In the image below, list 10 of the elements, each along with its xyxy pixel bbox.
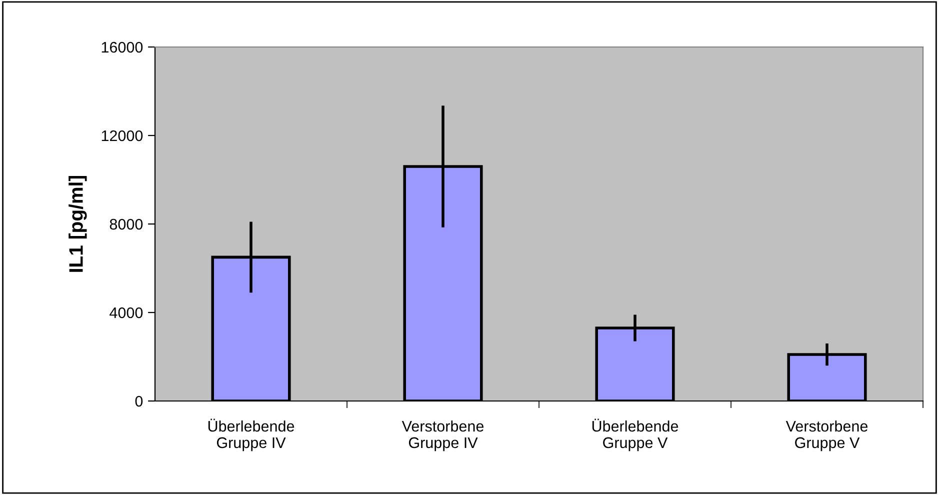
y-tick-label: 0 <box>135 396 143 407</box>
x-tick-label: Verstorbene Gruppe V <box>786 420 868 452</box>
y-tick-label: 12000 <box>102 130 143 142</box>
y-axis-title: IL1 [pg/ml] <box>68 176 87 272</box>
x-tick-label: Verstorbene Gruppe IV <box>402 420 484 452</box>
x-tick-label: Überlebende Gruppe V <box>592 418 678 452</box>
y-tick-label: 8000 <box>110 218 143 230</box>
x-tick-label: Überlebende Gruppe IV <box>208 418 294 452</box>
y-tick-label: 4000 <box>110 307 143 318</box>
y-tick-label: 16000 <box>102 42 143 53</box>
